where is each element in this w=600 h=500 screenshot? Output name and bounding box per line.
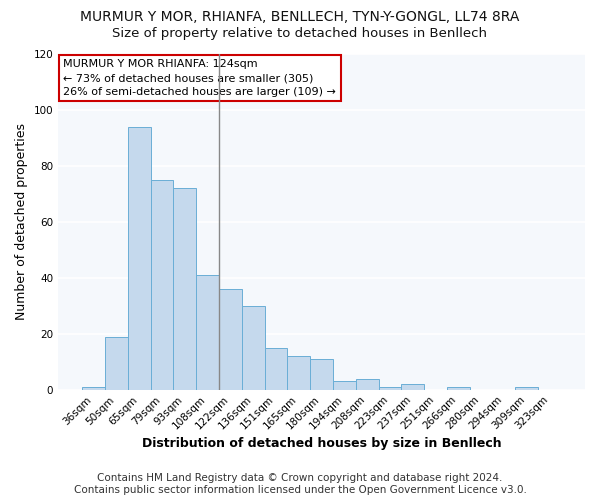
Bar <box>128 126 151 390</box>
Bar <box>287 356 310 390</box>
X-axis label: Distribution of detached houses by size in Benllech: Distribution of detached houses by size … <box>142 437 502 450</box>
Y-axis label: Number of detached properties: Number of detached properties <box>15 124 28 320</box>
Text: MURMUR Y MOR, RHIANFA, BENLLECH, TYN-Y-GONGL, LL74 8RA: MURMUR Y MOR, RHIANFA, BENLLECH, TYN-Y-G… <box>80 10 520 24</box>
Bar <box>82 387 105 390</box>
Bar <box>173 188 196 390</box>
Text: MURMUR Y MOR RHIANFA: 124sqm
← 73% of detached houses are smaller (305)
26% of s: MURMUR Y MOR RHIANFA: 124sqm ← 73% of de… <box>64 59 337 97</box>
Bar <box>265 348 287 390</box>
Bar <box>379 387 401 390</box>
Bar <box>447 387 470 390</box>
Bar <box>105 336 128 390</box>
Bar <box>242 306 265 390</box>
Bar <box>515 387 538 390</box>
Bar <box>356 378 379 390</box>
Bar <box>151 180 173 390</box>
Bar <box>310 359 333 390</box>
Bar <box>401 384 424 390</box>
Bar <box>196 275 219 390</box>
Text: Size of property relative to detached houses in Benllech: Size of property relative to detached ho… <box>113 28 487 40</box>
Bar <box>219 289 242 390</box>
Text: Contains HM Land Registry data © Crown copyright and database right 2024.
Contai: Contains HM Land Registry data © Crown c… <box>74 474 526 495</box>
Bar <box>333 382 356 390</box>
